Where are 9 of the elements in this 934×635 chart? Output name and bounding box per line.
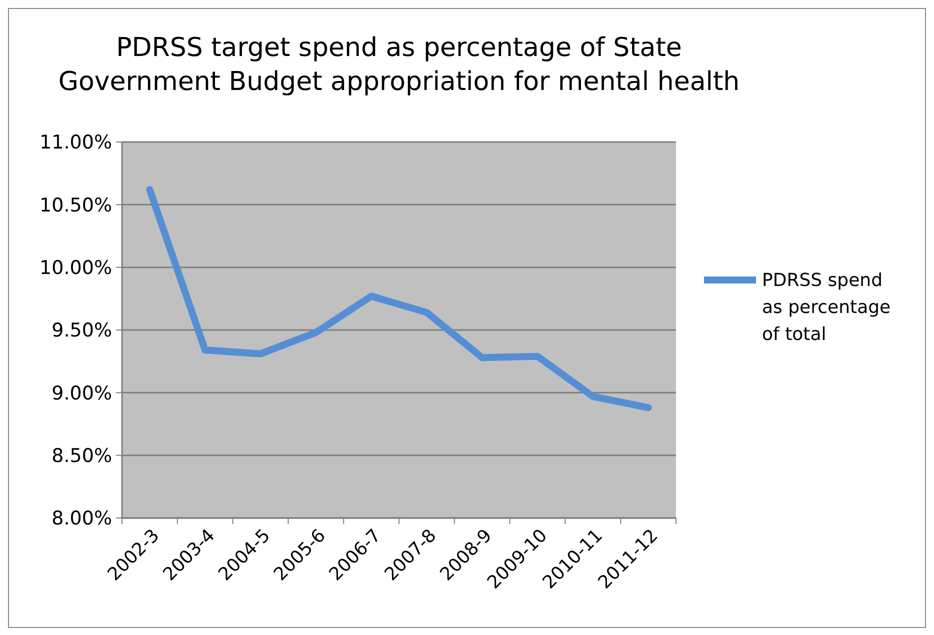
y-tick-label: 11.00% [40,132,112,154]
legend-label: PDRSS spend as percentage of total [762,270,891,345]
y-tick-label: 9.50% [52,320,112,342]
y-tick-label: 9.00% [52,382,112,404]
y-tick-label: 10.50% [40,194,112,216]
y-tick-label: 10.00% [40,256,112,279]
y-tick-label: 8.50% [52,444,112,467]
y-tick-label: 8.00% [52,508,112,530]
chart-title: PDRSS target spend as percentage of State Government Budget appropriation for mental health [58,33,740,97]
